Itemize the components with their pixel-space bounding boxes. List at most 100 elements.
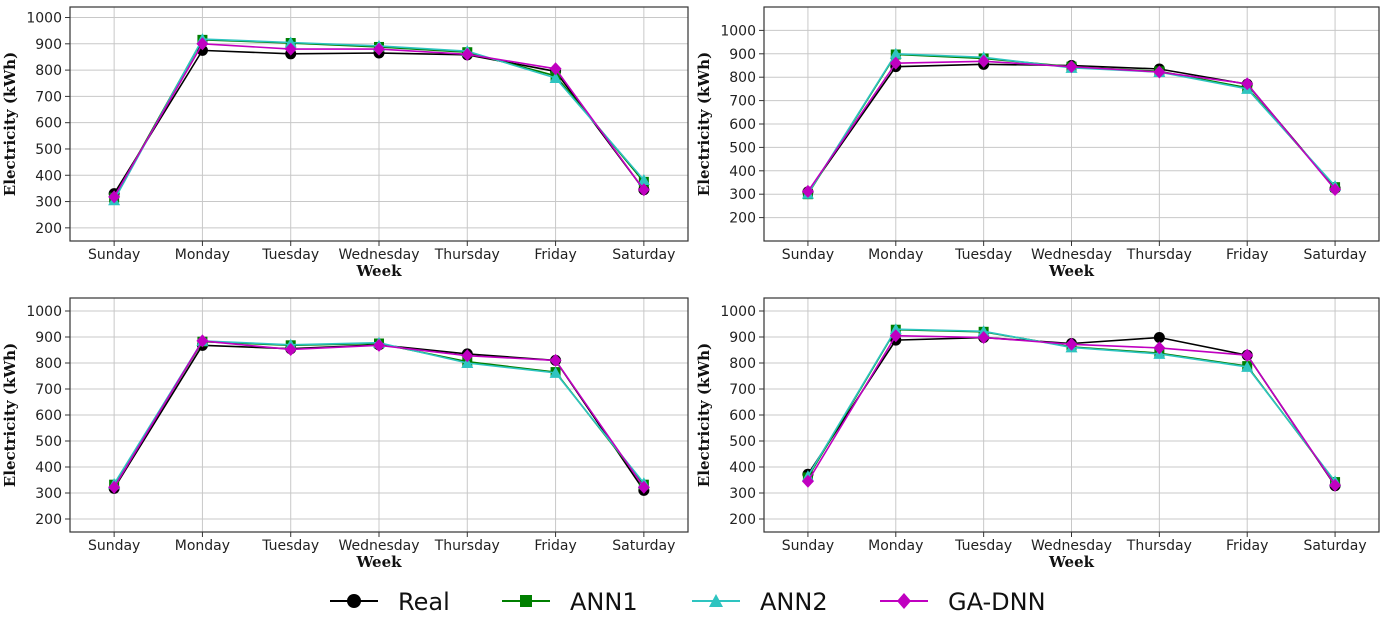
data-point — [108, 480, 121, 494]
x-tick-label: Saturday — [1304, 247, 1367, 263]
series-ga-dnn — [108, 334, 650, 494]
x-axis-title: Week — [1048, 553, 1095, 571]
data-point — [1241, 77, 1254, 91]
y-tick-label: 1000 — [26, 304, 62, 320]
y-tick-label: 500 — [729, 140, 756, 156]
y-tick-label: 300 — [35, 486, 62, 502]
y-tick-label: 300 — [35, 195, 62, 211]
legend-marker — [520, 595, 532, 607]
x-tick-label: Sunday — [88, 247, 140, 263]
y-tick-label: 1000 — [26, 11, 62, 27]
y-tick-label: 700 — [729, 94, 756, 110]
x-axis-title: Week — [355, 262, 402, 280]
legend-marker — [897, 593, 911, 609]
x-tick-label: Tuesday — [954, 247, 1012, 263]
x-tick-label: Sunday — [782, 247, 834, 263]
y-tick-label: 1000 — [720, 23, 756, 39]
data-point — [549, 71, 562, 83]
data-point — [1241, 360, 1254, 372]
y-tick-label: 300 — [729, 187, 756, 203]
legend-label: ANN2 — [760, 588, 828, 616]
x-tick-label: Thursday — [434, 247, 500, 263]
data-point — [461, 357, 474, 368]
y-tick-label: 800 — [729, 70, 756, 86]
y-tick-label: 700 — [729, 382, 756, 398]
y-tick-label: 500 — [35, 434, 62, 450]
y-tick-label: 200 — [729, 512, 756, 528]
x-tick-label: Thursday — [1126, 538, 1192, 554]
series-ga-dnn — [801, 329, 1342, 492]
data-point — [1329, 183, 1342, 197]
x-tick-label: Wednesday — [1031, 538, 1112, 554]
y-tick-label: 200 — [729, 211, 756, 227]
x-tick-label: Monday — [175, 247, 230, 263]
y-tick-label: 700 — [35, 89, 62, 105]
data-point — [461, 349, 474, 363]
y-axis-title: Electricity (kWh) — [1, 343, 19, 487]
data-point — [108, 190, 121, 204]
legend-label: GA-DNN — [948, 588, 1046, 616]
legend-item-ann2: ANN2 — [692, 588, 828, 616]
data-point — [461, 47, 474, 61]
data-point — [889, 47, 902, 59]
data-point — [196, 334, 209, 348]
x-tick-label: Thursday — [1126, 247, 1192, 263]
legend-item-real: Real — [330, 588, 450, 616]
chart-panel-3: 200 300 400 500 600 700 800 900 1000 Sunday Monday… — [1, 297, 689, 571]
y-tick-label: 300 — [729, 486, 756, 502]
y-tick-label: 200 — [35, 512, 62, 528]
data-point — [801, 474, 814, 488]
data-point — [889, 323, 902, 335]
x-tick-label: Monday — [868, 538, 923, 554]
legend-marker — [347, 594, 361, 608]
x-tick-label: Wednesday — [1031, 247, 1112, 263]
legend: Real ANN1 ANN2 GA-DNN — [330, 588, 1046, 616]
y-tick-label: 800 — [35, 63, 62, 79]
y-tick-label: 900 — [35, 330, 62, 346]
x-axis-title: Week — [355, 553, 402, 571]
y-tick-label: 600 — [35, 408, 62, 424]
y-tick-label: 600 — [729, 117, 756, 133]
chart-panel-1: 200 300 400 500 600 700 800 900 1000 Sunday Monday… — [1, 6, 689, 280]
data-point — [549, 62, 562, 76]
data-point — [373, 42, 385, 56]
x-axis-title: Week — [1048, 262, 1095, 280]
x-tick-label: Tuesday — [261, 247, 319, 263]
data-point — [889, 329, 902, 343]
legend-item-ga-dnn: GA-DNN — [880, 588, 1046, 616]
data-point — [1153, 65, 1166, 79]
x-tick-label: Saturday — [612, 538, 675, 554]
data-point — [1153, 332, 1165, 344]
x-tick-label: Sunday — [88, 538, 140, 554]
data-point — [549, 353, 562, 367]
data-point — [977, 54, 990, 68]
y-axis-title: Electricity (kWh) — [695, 343, 713, 487]
y-tick-label: 400 — [35, 168, 62, 184]
y-tick-label: 600 — [729, 408, 756, 424]
y-axis-title: Electricity (kWh) — [695, 52, 713, 196]
y-tick-label: 900 — [729, 330, 756, 346]
legend-label: ANN1 — [570, 588, 638, 616]
data-point — [889, 56, 902, 70]
y-tick-label: 900 — [729, 47, 756, 63]
legend-marker — [709, 594, 723, 607]
data-point — [1153, 341, 1166, 355]
data-point — [637, 183, 650, 197]
y-tick-label: 400 — [35, 460, 62, 476]
data-point — [637, 480, 650, 494]
x-tick-label: Monday — [175, 538, 230, 554]
x-tick-label: Sunday — [782, 538, 834, 554]
data-point — [637, 174, 650, 186]
chart-panel-2: 200 300 400 500 600 700 800 900 1000 Sunday Monday… — [695, 6, 1380, 280]
data-point — [284, 42, 297, 56]
legend-item-ann1: ANN1 — [502, 588, 638, 616]
data-point — [801, 184, 814, 198]
x-tick-label: Wednesday — [338, 538, 419, 554]
y-tick-label: 900 — [35, 37, 62, 53]
y-tick-label: 500 — [35, 142, 62, 158]
x-tick-label: Saturday — [612, 247, 675, 263]
y-axis-title: Electricity (kWh) — [1, 52, 19, 196]
x-tick-label: Saturday — [1304, 538, 1367, 554]
x-tick-label: Friday — [534, 538, 576, 554]
